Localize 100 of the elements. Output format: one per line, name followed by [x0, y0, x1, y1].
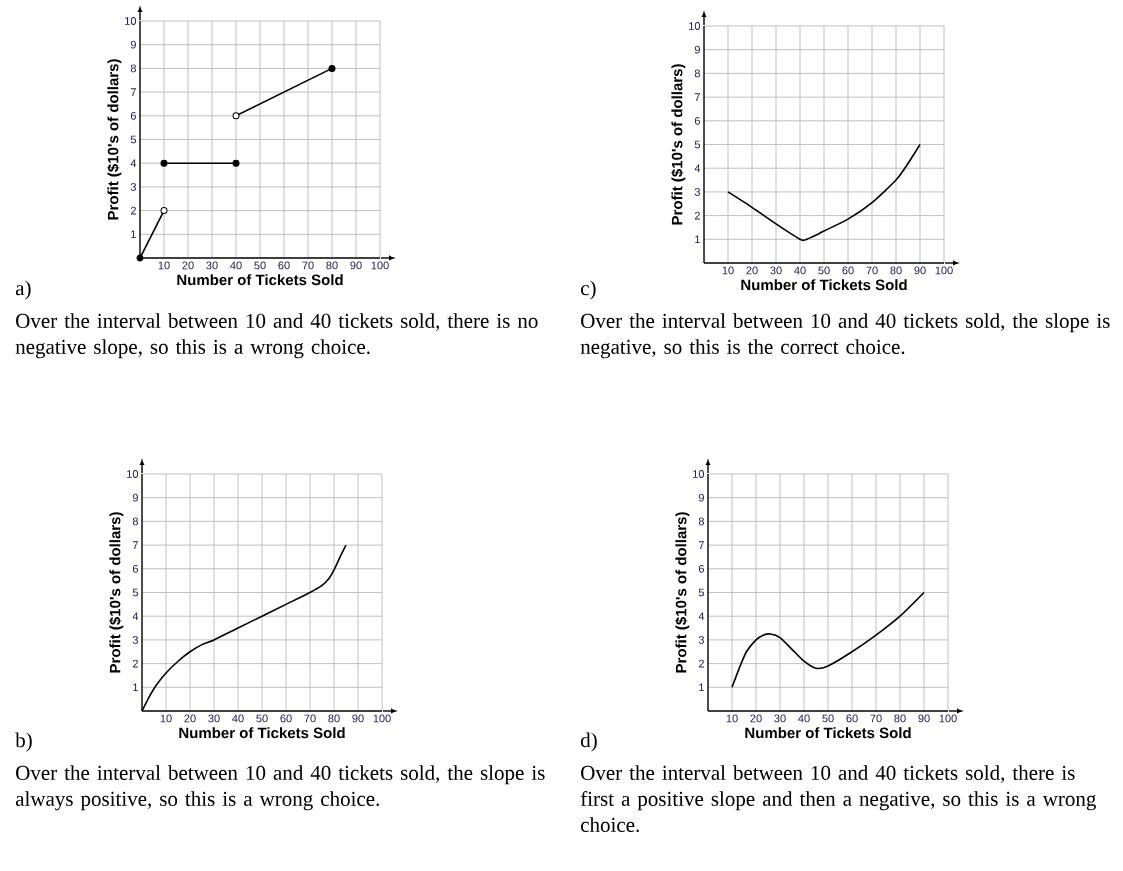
x-tick-label: 40 — [798, 714, 810, 723]
y-tick-label: 9 — [698, 493, 704, 502]
y-tick-label: 8 — [130, 64, 136, 73]
x-tick-label: 40 — [232, 714, 244, 723]
point — [160, 159, 168, 167]
x-tick-label: 60 — [278, 261, 290, 270]
x-tick-label: 30 — [770, 266, 782, 275]
x-tick-label: 10 — [722, 266, 734, 275]
y-tick-label: 3 — [130, 183, 136, 191]
x-axis-title: Number of Tickets Sold — [179, 727, 345, 739]
y-tick-label: 10 — [125, 17, 137, 25]
x-tick-label: 100 — [935, 266, 953, 275]
y-tick-label: 9 — [694, 45, 700, 54]
x-tick-label: 60 — [842, 266, 854, 275]
y-tick-label: 4 — [694, 164, 701, 172]
y-tick-label: 8 — [132, 517, 138, 526]
x-tick-label: 80 — [890, 266, 902, 275]
y-tick-label: 9 — [130, 40, 136, 49]
point — [232, 159, 240, 167]
y-tick-label: 1 — [131, 230, 136, 239]
y-axis-title: Profit ($10's of dollars) — [675, 512, 690, 673]
text: b) — [15, 732, 32, 752]
x-tick-label: 20 — [184, 714, 196, 723]
x-axis-title: Number of Tickets Sold — [745, 727, 911, 739]
x-tick-label: 20 — [182, 261, 194, 270]
x-tick-label: 30 — [206, 261, 218, 270]
x-tick-label: 20 — [746, 266, 758, 275]
x-tick-label: 60 — [280, 714, 292, 723]
y-tick-label: 7 — [698, 541, 704, 549]
x-tick-label: 30 — [774, 714, 786, 723]
y-tick-label: 7 — [132, 541, 138, 549]
y-tick-label: 10 — [127, 470, 139, 478]
text: c) — [581, 280, 596, 300]
x-axis-title: Number of Tickets Sold — [741, 279, 907, 291]
x-tick-label: 100 — [371, 261, 389, 270]
y-tick-label: 4 — [130, 159, 137, 167]
y-tick-label: 2 — [694, 211, 700, 220]
text: a) — [15, 280, 31, 300]
x-tick-label: 10 — [160, 714, 172, 723]
x-tick-label: 50 — [254, 261, 266, 270]
point — [328, 64, 336, 72]
x-tick-label: 100 — [939, 714, 957, 723]
x-tick-label: 50 — [818, 266, 830, 275]
y-tick-label: 6 — [132, 564, 138, 573]
x-tick-label: 40 — [230, 261, 242, 270]
line-series — [731, 591, 925, 689]
y-tick-label: 7 — [694, 93, 700, 101]
x-tick-label: 40 — [794, 266, 806, 275]
y-tick-label: 1 — [699, 683, 704, 692]
x-tick-label: 50 — [822, 714, 834, 723]
y-tick-label: 1 — [133, 683, 138, 692]
x-tick-label: 80 — [894, 714, 906, 723]
y-tick-label: 2 — [132, 659, 138, 668]
y-tick-label: 3 — [694, 188, 700, 196]
y-tick-label: 10 — [689, 22, 701, 30]
x-tick-label: 70 — [870, 714, 882, 723]
y-tick-label: 2 — [130, 206, 136, 215]
x-tick-label: 60 — [846, 714, 858, 723]
x-tick-label: 20 — [750, 714, 762, 723]
point — [160, 207, 168, 215]
y-tick-label: 9 — [132, 493, 138, 502]
x-axis-title: Number of Tickets Sold — [177, 274, 343, 286]
x-tick-label: 90 — [352, 714, 364, 723]
x-tick-label: 10 — [726, 714, 738, 723]
x-tick-label: 90 — [914, 266, 926, 275]
y-tick-label: 5 — [132, 588, 138, 597]
point — [136, 254, 144, 262]
y-tick-label: 4 — [132, 612, 139, 620]
y-tick-label: 1 — [695, 235, 700, 244]
text: d) — [580, 732, 597, 752]
x-tick-label: 100 — [373, 714, 391, 723]
x-tick-label: 80 — [326, 261, 338, 270]
y-tick-label: 4 — [698, 612, 705, 620]
x-tick-label: 50 — [256, 714, 268, 723]
x-tick-label: 70 — [302, 261, 314, 270]
point — [232, 112, 240, 120]
y-tick-label: 5 — [694, 140, 701, 149]
y-axis-title: Profit ($10's of dollars) — [671, 64, 686, 225]
y-tick-label: 2 — [698, 659, 704, 668]
y-tick-label: 3 — [132, 636, 138, 644]
x-tick-label: 90 — [350, 261, 362, 270]
y-tick-label: 5 — [130, 135, 136, 144]
y-tick-label: 6 — [698, 564, 704, 573]
x-tick-label: 70 — [304, 714, 316, 723]
line-series — [727, 143, 921, 242]
text: Over the interval between 10 and 40 tickets sold, there is first a positive slope and then a negative, so this is a wrong choice. — [580, 765, 1096, 833]
y-tick-label: 5 — [698, 588, 705, 597]
y-tick-label: 8 — [698, 517, 704, 526]
x-tick-label: 30 — [208, 714, 220, 723]
text: Over the interval between 10 and 40 tickets sold, the slope is negative, so this is the correct choice. — [580, 313, 1110, 359]
y-tick-label: 8 — [694, 69, 700, 78]
x-tick-label: 10 — [158, 261, 170, 270]
y-axis-title: Profit ($10's of dollars) — [107, 59, 122, 220]
y-tick-label: 6 — [694, 116, 700, 125]
y-tick-label: 6 — [130, 111, 136, 120]
x-tick-label: 70 — [866, 266, 878, 275]
x-tick-label: 90 — [918, 714, 930, 723]
text: Over the interval between 10 and 40 tickets sold, there is no negative slope, so this is a wrong choice. — [15, 313, 538, 359]
y-axis-title: Profit ($10's of dollars) — [109, 512, 124, 673]
text: Over the interval between 10 and 40 tickets sold, the slope is always positive, so this is a wrong choice. — [15, 765, 545, 811]
